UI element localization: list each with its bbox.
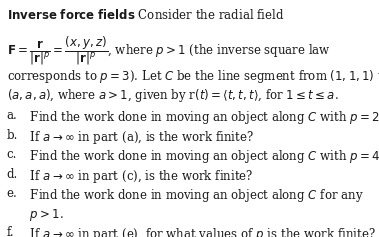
Text: b.: b. (7, 129, 18, 142)
Text: $\,$If $a \rightarrow \infty$ in part (e), for what values of $p$ is the work fi: $\,$If $a \rightarrow \infty$ in part (e… (28, 226, 376, 237)
Text: e.: e. (7, 187, 17, 200)
Text: corresponds to $p = 3$). Let $C$ be the line segment from $(1, 1, 1)$ to: corresponds to $p = 3$). Let $C$ be the … (7, 68, 379, 85)
Text: $\,$Find the work done in moving an object along $C$ with $p = 4$.: $\,$Find the work done in moving an obje… (28, 148, 379, 165)
Text: $\,$If $a \rightarrow \infty$ in part (a), is the work finite?: $\,$If $a \rightarrow \infty$ in part (a… (28, 129, 254, 146)
Text: c.: c. (7, 148, 17, 161)
Text: a.: a. (7, 109, 17, 122)
Text: $\,$Find the work done in moving an object along $C$ for any: $\,$Find the work done in moving an obje… (28, 187, 364, 204)
Text: $\,$$p > 1$.: $\,$$p > 1$. (28, 206, 64, 223)
Text: $\bf{Inverse\ force\ fields}$ Consider the radial field: $\bf{Inverse\ force\ fields}$ Consider t… (7, 8, 284, 22)
Text: $(a, a, a)$, where $a > 1$, given by r$(t) = \langle t, t, t\rangle$, for $1 \le: $(a, a, a)$, where $a > 1$, given by r$(… (7, 87, 338, 104)
Text: d.: d. (7, 168, 18, 181)
Text: $\mathbf{F} = \dfrac{\mathbf{r}}{|\mathbf{r}|^p} = \dfrac{(x, y, z)}{|\mathbf{r}: $\mathbf{F} = \dfrac{\mathbf{r}}{|\mathb… (7, 35, 331, 67)
Text: $\,$If $a \rightarrow \infty$ in part (c), is the work finite?: $\,$If $a \rightarrow \infty$ in part (c… (28, 168, 254, 185)
Text: f.: f. (7, 226, 14, 237)
Text: $\,$Find the work done in moving an object along $C$ with $p = 2$.: $\,$Find the work done in moving an obje… (28, 109, 379, 126)
